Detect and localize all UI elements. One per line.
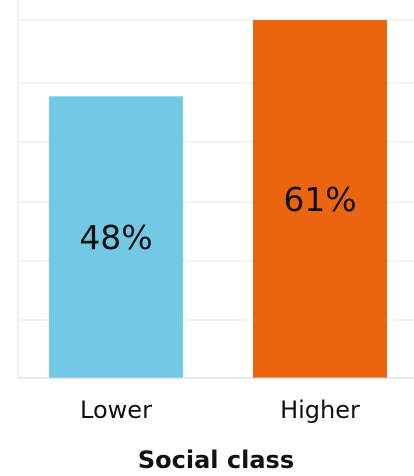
- category-tick-labels: Lower Higher: [80, 396, 360, 424]
- category-tick-label: Higher: [280, 396, 360, 424]
- category-tick-label: Lower: [80, 396, 152, 424]
- value-labels: 48% 61%: [79, 180, 356, 257]
- value-label: 48%: [79, 218, 152, 257]
- bar-lower: [49, 96, 183, 379]
- value-label: 61%: [283, 180, 356, 219]
- bars: [49, 20, 387, 379]
- bar-higher: [253, 20, 387, 378]
- x-axis-title: Social class: [138, 446, 294, 474]
